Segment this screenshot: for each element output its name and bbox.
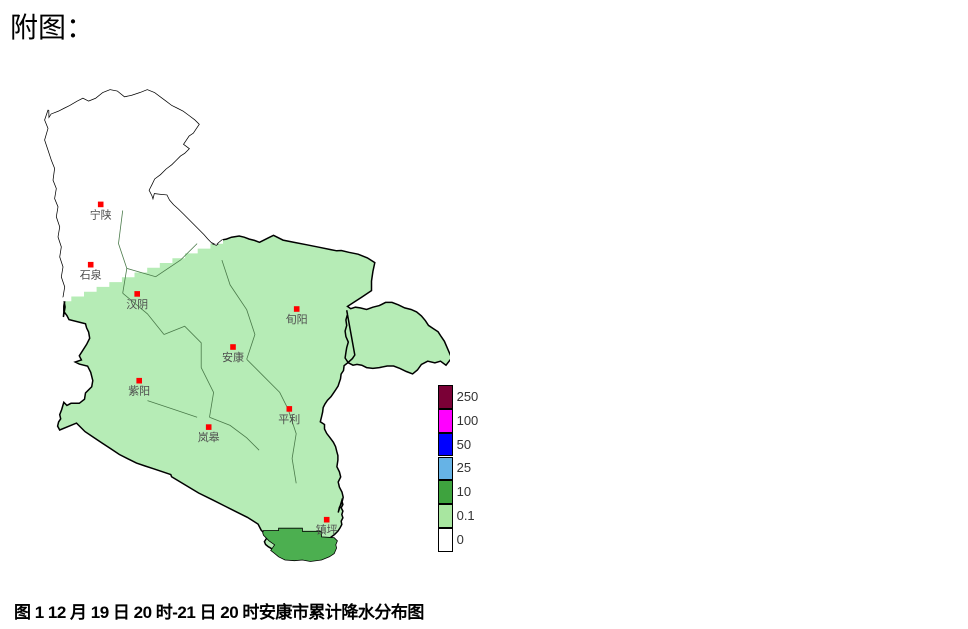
svg-text:紫阳: 紫阳 bbox=[128, 385, 150, 398]
svg-text:石泉: 石泉 bbox=[80, 268, 102, 282]
svg-text:岚皋: 岚皋 bbox=[198, 430, 220, 444]
svg-text:安康: 安康 bbox=[222, 350, 244, 364]
svg-text:汉阴: 汉阴 bbox=[126, 298, 148, 311]
svg-text:平利: 平利 bbox=[278, 413, 300, 426]
svg-text:宁陕: 宁陕 bbox=[90, 207, 112, 221]
svg-text:旬阳: 旬阳 bbox=[286, 313, 308, 326]
svg-text:镇坪: 镇坪 bbox=[316, 523, 338, 537]
